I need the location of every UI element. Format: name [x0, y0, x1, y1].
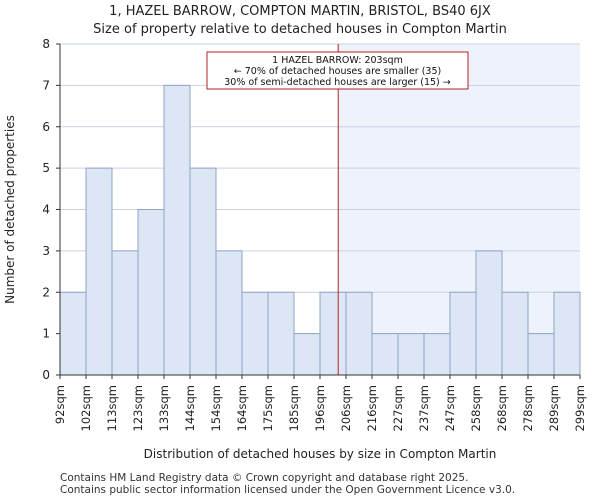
- bar: [215, 250, 243, 376]
- bar: [397, 333, 425, 376]
- bar: [501, 291, 529, 376]
- y-tick-label: 5: [42, 161, 50, 175]
- bar: [553, 291, 581, 376]
- x-tick-label: 258sqm: [469, 385, 483, 431]
- annotation-line-1: 1 HAZEL BARROW: 203sqm: [272, 55, 403, 66]
- y-tick-label: 8: [42, 37, 50, 51]
- footer-licence: Contains public sector information licen…: [60, 484, 516, 496]
- x-tick-label: 247sqm: [443, 385, 457, 431]
- chart-subtitle: Size of property relative to detached ho…: [93, 22, 507, 37]
- x-tick-label: 278sqm: [521, 385, 535, 431]
- bar: [527, 333, 555, 376]
- annotation-box: [206, 51, 469, 90]
- y-tick-label: 3: [42, 244, 50, 258]
- x-tick-label: 164sqm: [235, 385, 249, 431]
- y-tick-label: 4: [42, 203, 50, 217]
- x-tick-label: 216sqm: [365, 385, 379, 431]
- x-tick-label: 154sqm: [209, 385, 223, 431]
- bar: [475, 250, 503, 376]
- bar: [267, 291, 295, 376]
- x-tick-label: 206sqm: [339, 385, 353, 431]
- x-tick-label: 268sqm: [495, 385, 509, 431]
- bar: [189, 167, 217, 376]
- y-tick-label: 2: [42, 285, 50, 299]
- x-tick-label: 175sqm: [261, 385, 275, 431]
- y-axis-title: Number of detached properties: [3, 115, 17, 304]
- x-tick-label: 196sqm: [313, 385, 327, 431]
- y-tick-label: 7: [42, 78, 50, 92]
- bar: [111, 250, 139, 376]
- y-tick-label: 0: [42, 368, 50, 382]
- annotation-line-2: ← 70% of detached houses are smaller (35…: [234, 66, 441, 77]
- x-tick-label: 227sqm: [391, 385, 405, 431]
- bar: [163, 84, 191, 376]
- bar: [319, 291, 347, 376]
- bar: [371, 333, 399, 376]
- x-tick-label: 237sqm: [417, 385, 431, 431]
- bar: [293, 333, 321, 376]
- bar: [449, 291, 477, 376]
- x-tick-label: 289sqm: [547, 385, 561, 431]
- x-axis-title: Distribution of detached houses by size …: [144, 447, 497, 461]
- bar: [59, 291, 87, 376]
- footer-copyright: Contains HM Land Registry data © Crown c…: [60, 472, 469, 484]
- bar: [423, 333, 451, 376]
- x-tick-label: 185sqm: [287, 385, 301, 431]
- x-tick-label: 113sqm: [105, 385, 119, 431]
- x-tick-label: 92sqm: [53, 385, 67, 424]
- bar: [241, 291, 269, 376]
- y-tick-label: 6: [42, 120, 50, 134]
- x-tick-label: 299sqm: [573, 385, 587, 431]
- bar: [345, 291, 373, 376]
- bar: [137, 209, 165, 376]
- chart-title: 1, HAZEL BARROW, COMPTON MARTIN, BRISTOL…: [109, 4, 491, 19]
- bar: [85, 167, 113, 376]
- x-tick-label: 133sqm: [157, 385, 171, 431]
- x-tick-label: 102sqm: [79, 385, 93, 431]
- x-tick-label: 144sqm: [183, 385, 197, 431]
- annotation-line-3: 30% of semi-detached houses are larger (…: [224, 77, 451, 88]
- x-tick-label: 123sqm: [131, 385, 145, 431]
- y-tick-label: 1: [42, 327, 50, 341]
